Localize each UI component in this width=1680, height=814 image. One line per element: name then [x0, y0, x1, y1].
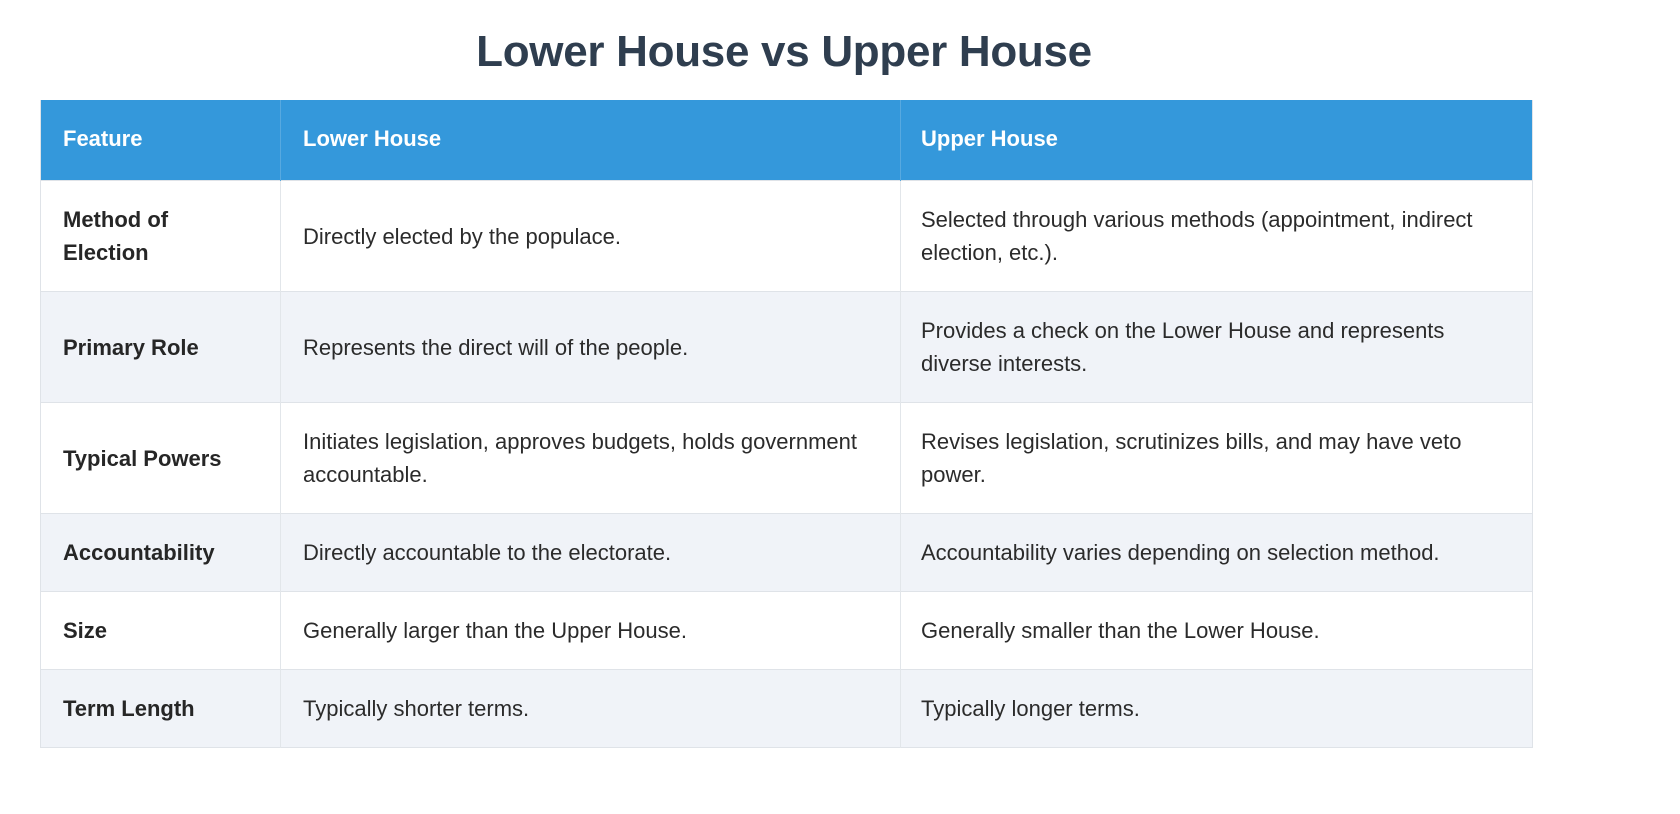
cell-lower-house: Generally larger than the Upper House.	[280, 591, 901, 670]
table-row: Size Generally larger than the Upper Hous…	[40, 591, 1533, 670]
cell-upper-house: Generally smaller than the Lower House.	[900, 591, 1533, 670]
table-header: Feature Lower House Upper House	[40, 100, 1533, 181]
cell-feature: Primary Role	[40, 291, 281, 403]
column-header-upper-house: Upper House	[900, 100, 1533, 181]
cell-lower-house: Directly elected by the populace.	[280, 180, 901, 292]
cell-feature: Typical Powers	[40, 402, 281, 514]
cell-lower-house: Represents the direct will of the people…	[280, 291, 901, 403]
cell-feature: Term Length	[40, 669, 281, 748]
table-row: Typical Powers Initiates legislation, app…	[40, 402, 1533, 514]
table-row: Accountability Directly accountable to th…	[40, 513, 1533, 592]
cell-lower-house: Directly accountable to the electorate.	[280, 513, 901, 592]
cell-upper-house: Revises legislation, scrutinizes bills, …	[900, 402, 1533, 514]
table-header-row: Feature Lower House Upper House	[40, 100, 1533, 181]
cell-upper-house: Typically longer terms.	[900, 669, 1533, 748]
table-row: Method of Election Directly elected by th…	[40, 180, 1533, 292]
cell-upper-house: Accountability varies depending on selec…	[900, 513, 1533, 592]
column-header-feature: Feature	[40, 100, 281, 181]
cell-feature: Size	[40, 591, 281, 670]
cell-feature: Accountability	[40, 513, 281, 592]
cell-lower-house: Initiates legislation, approves budgets,…	[280, 402, 901, 514]
table-row: Primary Role Represents the direct will o…	[40, 291, 1533, 403]
column-header-lower-house: Lower House	[280, 100, 901, 181]
table-row: Term Length Typically shorter terms. Typic…	[40, 669, 1533, 748]
table-body: Method of Election Directly elected by th…	[40, 180, 1533, 748]
cell-lower-house: Typically shorter terms.	[280, 669, 901, 748]
cell-upper-house: Provides a check on the Lower House and …	[900, 291, 1533, 403]
comparison-table-wrapper: Feature Lower House Upper House Method o…	[40, 100, 1533, 748]
page-title: Lower House vs Upper House	[476, 27, 1092, 76]
comparison-table: Feature Lower House Upper House Method o…	[40, 100, 1533, 748]
cell-upper-house: Selected through various methods (appoin…	[900, 180, 1533, 292]
cell-feature: Method of Election	[40, 180, 281, 292]
